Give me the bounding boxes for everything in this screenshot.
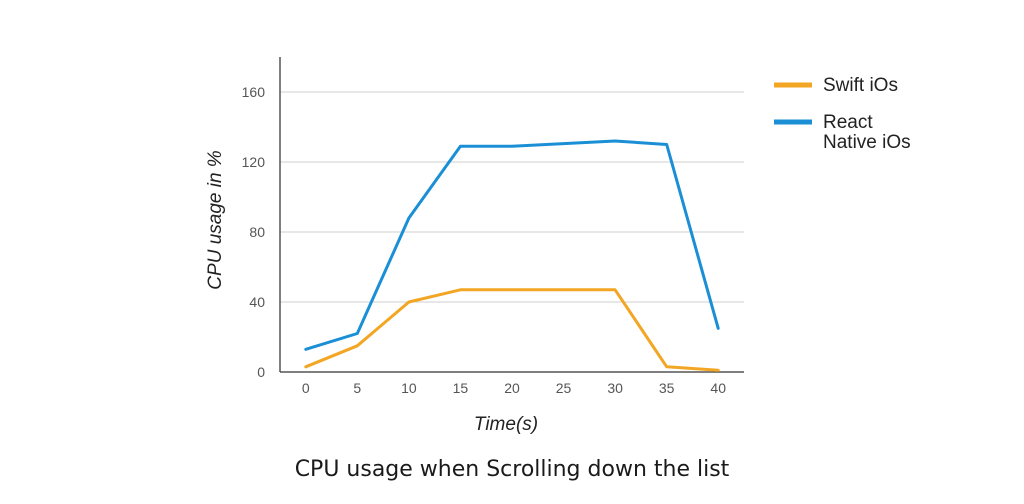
x-tick-label: 35 [659, 380, 675, 396]
x-tick-label: 25 [556, 380, 572, 396]
y-tick-label: 40 [249, 294, 265, 310]
y-tick-labels: 0 40 80 120 160 [242, 84, 266, 380]
legend-label: Swift iOs [823, 75, 898, 96]
y-tick-label: 80 [249, 224, 265, 240]
gridlines [280, 91, 744, 303]
x-tick-label: 0 [302, 380, 310, 396]
x-tick-labels: 0 5 10 15 20 25 30 35 40 [302, 380, 726, 396]
y-axis-title: CPU usage in % [205, 150, 226, 290]
series-line-react-native-ios [304, 139, 720, 351]
x-tick-label: 10 [401, 380, 417, 396]
x-tick-label: 5 [353, 380, 361, 396]
y-tick-label: 120 [242, 154, 266, 170]
y-tick-label: 160 [242, 84, 266, 100]
legend-label: React [823, 112, 873, 133]
y-tick-label: 0 [257, 364, 265, 380]
series-line-swift-ios [304, 288, 720, 372]
legend-label: Native iOs [823, 132, 911, 153]
x-tick-label: 30 [607, 380, 623, 396]
x-axis-title: Time(s) [474, 414, 538, 435]
x-tick-label: 20 [504, 380, 520, 396]
x-tick-label: 40 [710, 380, 726, 396]
series-lines [304, 139, 720, 372]
axes [279, 57, 744, 373]
chart-title: CPU usage when Scrolling down the list [295, 457, 730, 482]
x-tick-label: 15 [453, 380, 469, 396]
